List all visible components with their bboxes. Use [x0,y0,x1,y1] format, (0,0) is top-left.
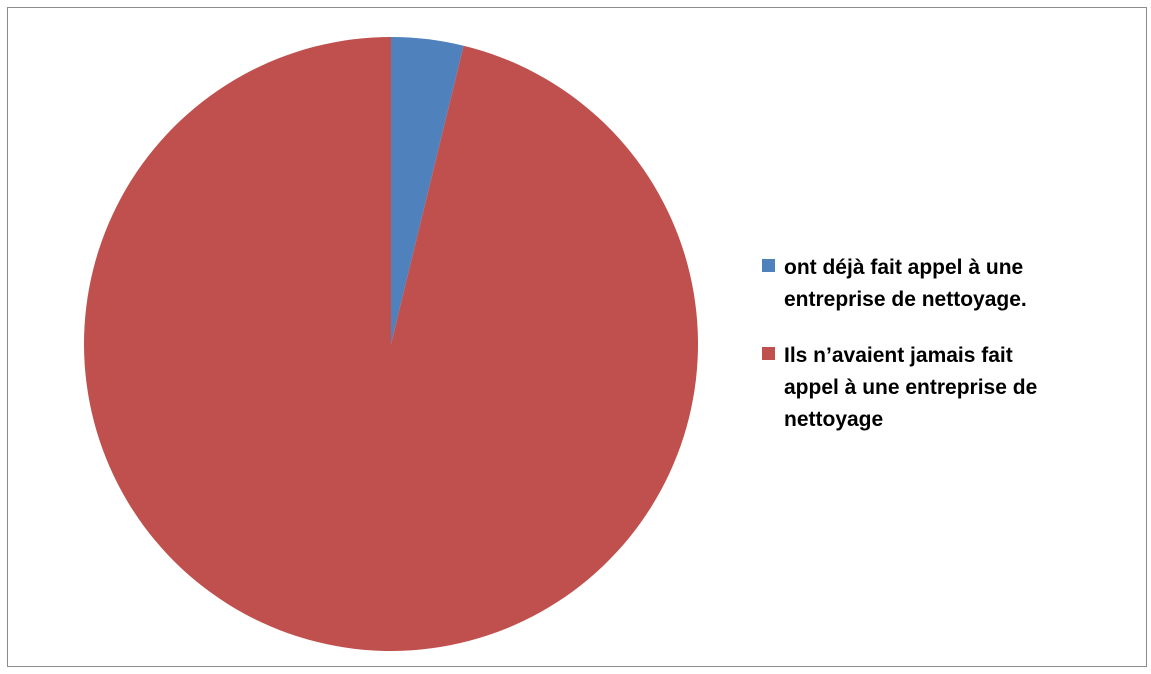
legend-item-deja: ont déjà fait appel à une entreprise de … [762,252,1122,316]
pie-slice-deja [391,37,464,344]
legend-swatch-deja [762,259,775,272]
legend-label-jamais: Ils n’avaient jamais fait appel à une en… [784,344,1038,431]
legend-label-deja: ont déjà fait appel à une entreprise de … [784,256,1027,311]
pie-slice-jamais [84,37,699,652]
legend: ont déjà fait appel à une entreprise de … [762,252,1122,460]
legend-item-jamais: Ils n’avaient jamais fait appel à une en… [762,340,1122,436]
legend-swatch-jamais [762,347,775,360]
